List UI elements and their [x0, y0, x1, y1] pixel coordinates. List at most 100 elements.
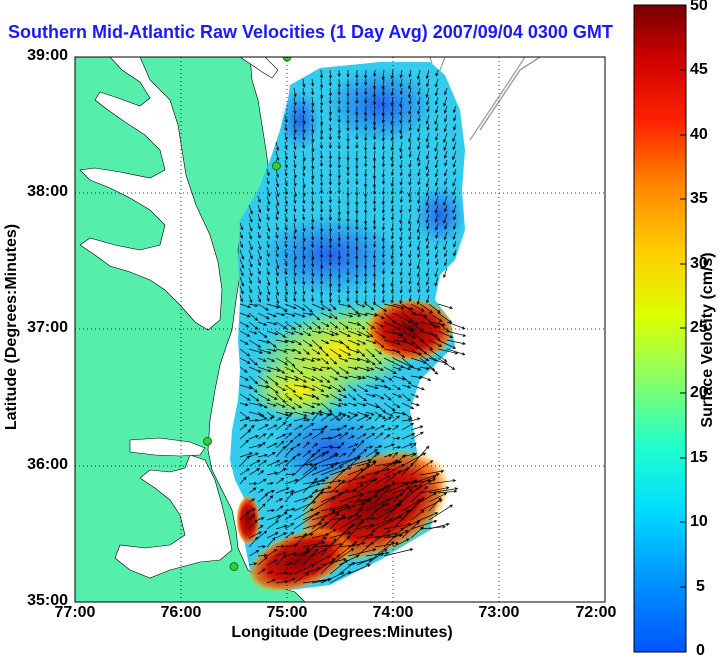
- velocity-vector: [239, 393, 251, 401]
- velocity-vector: [365, 339, 377, 344]
- velocity-vector: [426, 123, 430, 131]
- velocity-vector: [248, 222, 253, 232]
- velocity-vector: [266, 231, 270, 240]
- velocity-vector: [275, 213, 279, 221]
- velocity-vector: [364, 78, 368, 86]
- velocity-vector: [437, 339, 457, 349]
- velocity-vector: [257, 556, 268, 566]
- velocity-vector: [302, 276, 306, 286]
- velocity-vector: [399, 222, 403, 232]
- velocity-vector: [248, 249, 253, 260]
- velocity-vector: [428, 504, 454, 521]
- velocity-vector: [275, 498, 283, 503]
- velocity-vector: [337, 186, 341, 195]
- velocity-vector: [337, 222, 341, 230]
- velocity-vector: [337, 105, 341, 114]
- velocity-vector: [392, 424, 399, 431]
- velocity-vector: [329, 514, 346, 530]
- velocity-vector: [443, 105, 448, 114]
- velocity-vector: [365, 330, 374, 338]
- velocity-vector: [257, 258, 261, 267]
- velocity-vector: [390, 150, 394, 162]
- velocity-vector: [319, 231, 324, 241]
- velocity-vector: [365, 402, 380, 409]
- velocity-vector: [257, 478, 267, 485]
- velocity-vector: [293, 168, 297, 179]
- velocity-vector: [434, 195, 439, 206]
- velocity-vector: [275, 375, 289, 381]
- velocity-vector: [364, 69, 368, 79]
- velocity-vector: [328, 78, 332, 87]
- velocity-vector: [293, 240, 297, 250]
- velocity-vector: [365, 449, 378, 458]
- velocity-vector: [410, 526, 424, 539]
- velocity-vector: [266, 559, 278, 566]
- velocity-vector: [239, 321, 250, 328]
- velocity-vector: [275, 276, 279, 285]
- velocity-vector: [248, 531, 262, 539]
- velocity-vector: [392, 348, 406, 358]
- velocity-vector: [416, 240, 421, 251]
- cb-tick-30: 30: [690, 255, 708, 272]
- velocity-vector: [293, 512, 319, 530]
- velocity-vector: [257, 493, 269, 503]
- velocity-vector: [417, 204, 421, 213]
- velocity-vector: [390, 276, 394, 287]
- velocity-vector: [293, 204, 297, 213]
- velocity-vector: [381, 168, 385, 179]
- velocity-vector: [275, 240, 280, 251]
- velocity-vector: [302, 258, 306, 269]
- velocity-vector: [416, 69, 421, 80]
- velocity-vector: [266, 294, 270, 302]
- velocity-vector: [346, 249, 350, 258]
- velocity-vector: [248, 312, 259, 321]
- velocity-vector: [417, 231, 421, 241]
- velocity-vector: [320, 393, 330, 398]
- velocity-vector: [390, 141, 394, 151]
- velocity-vector: [329, 548, 355, 566]
- velocity-vector: [275, 294, 280, 305]
- velocity-vector: [248, 434, 259, 440]
- velocity-vector: [248, 468, 261, 476]
- velocity-vector: [355, 168, 359, 178]
- velocity-vector: [293, 294, 297, 302]
- velocity-vector: [337, 177, 341, 187]
- velocity-vector: [302, 418, 311, 422]
- grid: [75, 57, 605, 602]
- velocity-vector: [257, 530, 268, 539]
- velocity-vector: [328, 285, 333, 297]
- velocity-vector: [434, 87, 439, 97]
- velocity-vector: [284, 514, 293, 521]
- velocity-vector: [302, 105, 306, 115]
- velocity-vector: [311, 249, 315, 261]
- velocity-vector: [443, 231, 448, 241]
- velocity-vector: [355, 132, 359, 141]
- velocity-vector: [426, 78, 430, 88]
- velocity-vector: [338, 562, 356, 575]
- velocity-vector: [434, 96, 439, 106]
- velocity-vector: [443, 195, 448, 206]
- velocity-vector: [364, 267, 368, 278]
- velocity-vector: [266, 222, 271, 232]
- velocity-vector: [310, 177, 315, 186]
- velocity-vector: [338, 339, 350, 349]
- velocity-vector: [311, 409, 322, 422]
- velocity-vector: [399, 78, 403, 88]
- velocity-vector: [347, 458, 372, 467]
- velocity-vector: [419, 475, 437, 485]
- velocity-vector: [364, 294, 368, 306]
- velocity-vector: [399, 249, 403, 258]
- velocity-vector: [355, 213, 359, 224]
- velocity-vector: [257, 503, 266, 512]
- velocity-vector: [399, 204, 403, 214]
- velocity-vector: [266, 213, 270, 221]
- velocity-vector: [425, 294, 430, 304]
- velocity-vector: [392, 445, 402, 449]
- velocity-vector: [390, 240, 394, 250]
- velocity-vector: [364, 114, 368, 123]
- velocity-vector: [293, 433, 302, 440]
- ytick-35: 35:00: [27, 592, 68, 609]
- velocity-vector: [329, 402, 342, 407]
- velocity-vector: [328, 258, 332, 267]
- velocity-vector: [293, 546, 310, 566]
